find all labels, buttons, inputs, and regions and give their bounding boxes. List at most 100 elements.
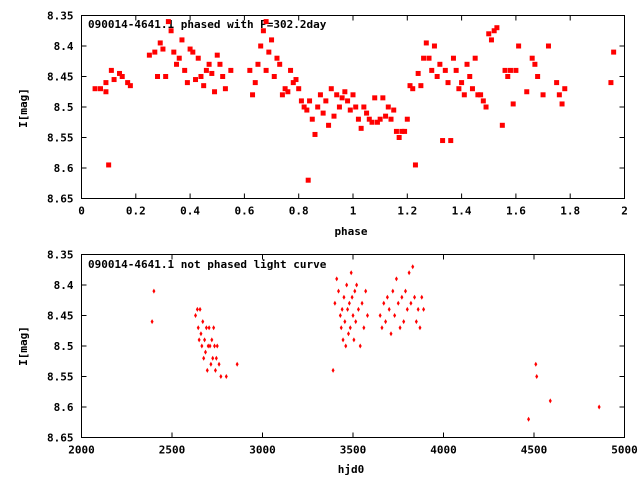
phased-data-point bbox=[437, 61, 443, 67]
unphased-data-point bbox=[405, 306, 409, 312]
unphased-data-point bbox=[345, 282, 349, 288]
phased-chart-title: 090014-4641.1 phased with P=302.2day bbox=[88, 18, 327, 31]
phased-data-point bbox=[206, 61, 212, 67]
phased-data-point bbox=[345, 98, 351, 104]
phased-data-point bbox=[103, 80, 109, 86]
phased-data-point bbox=[532, 61, 538, 67]
unphased-data-point bbox=[340, 306, 344, 312]
unphased-data-point bbox=[356, 306, 360, 312]
unphased-data-point bbox=[391, 288, 395, 294]
phased-data-point bbox=[421, 55, 427, 61]
phased-data-point bbox=[459, 80, 465, 86]
unphased-data-point bbox=[349, 270, 353, 276]
unphased-data-point bbox=[213, 367, 217, 373]
phased-data-point bbox=[111, 77, 117, 83]
unphased-data-point bbox=[335, 276, 339, 282]
phased-data-point bbox=[263, 19, 269, 25]
unphased-data-point bbox=[380, 325, 384, 331]
phased-data-point bbox=[317, 92, 323, 98]
unphased-data-point bbox=[411, 264, 415, 270]
phased-data-point bbox=[559, 101, 565, 107]
unphased-x-tick-label: 3000 bbox=[249, 444, 276, 457]
phased-chart-xlabel: phase bbox=[334, 225, 367, 238]
phased-data-point bbox=[165, 19, 171, 25]
unphased-data-point bbox=[346, 306, 350, 312]
phased-data-point bbox=[369, 119, 375, 125]
phased-data-point bbox=[320, 110, 326, 116]
unphased-x-tick-label: 2500 bbox=[159, 444, 186, 457]
phased-chart-ylabel: I[mag] bbox=[17, 88, 30, 128]
phased-data-point bbox=[377, 116, 383, 122]
phased-data-point bbox=[611, 49, 617, 55]
phased-data-point bbox=[513, 67, 519, 73]
phased-data-point bbox=[174, 61, 180, 67]
phased-data-point bbox=[277, 61, 283, 67]
phased-data-point bbox=[288, 67, 294, 73]
phased-data-point bbox=[328, 86, 334, 92]
unphased-data-point bbox=[353, 288, 357, 294]
phased-data-point bbox=[374, 119, 380, 125]
unphased-data-point bbox=[535, 374, 539, 379]
unphased-chart-title: 090014-4641.1 not phased light curve bbox=[88, 258, 327, 271]
unphased-data-point bbox=[350, 294, 354, 300]
phased-data-point bbox=[152, 49, 158, 55]
phased-light-curve-chart: 090014-4641.1 phased with P=302.2day I[m… bbox=[17, 10, 628, 239]
unphased-data-point bbox=[342, 294, 346, 300]
phased-data-point bbox=[168, 28, 174, 34]
unphased-data-point bbox=[202, 355, 206, 361]
unphased-data-point bbox=[217, 361, 221, 367]
phased-data-point bbox=[176, 55, 182, 61]
phased-data-point bbox=[391, 107, 397, 113]
unphased-data-point bbox=[413, 294, 417, 300]
phased-data-point bbox=[312, 131, 318, 137]
phased-data-point bbox=[250, 92, 256, 98]
phased-data-point bbox=[499, 122, 505, 128]
phased-data-point bbox=[266, 49, 272, 55]
phased-data-point bbox=[350, 92, 356, 98]
unphased-data-point bbox=[400, 294, 404, 300]
phased-data-point bbox=[494, 25, 500, 31]
phased-data-point bbox=[502, 67, 508, 73]
unphased-data-point bbox=[548, 398, 552, 404]
phased-x-tick-label: 0.4 bbox=[180, 205, 200, 218]
unphased-data-point bbox=[362, 325, 366, 331]
phased-data-point bbox=[450, 55, 456, 61]
unphased-data-point bbox=[339, 325, 343, 331]
unphased-data-point bbox=[215, 343, 219, 349]
unphased-data-point bbox=[403, 288, 407, 294]
unphased-data-point bbox=[409, 300, 413, 306]
unphased-data-point bbox=[152, 288, 156, 294]
phased-y-tick-label: 8.5 bbox=[54, 101, 74, 114]
phased-x-tick-label: 1.8 bbox=[560, 205, 580, 218]
unphased-data-point bbox=[205, 367, 209, 373]
phased-data-point bbox=[448, 138, 454, 144]
phased-data-point bbox=[103, 89, 109, 95]
phased-data-point bbox=[163, 74, 169, 79]
phased-data-point bbox=[98, 86, 104, 92]
phased-data-point bbox=[355, 116, 361, 122]
phased-data-point bbox=[182, 67, 188, 73]
phased-data-point bbox=[415, 70, 421, 76]
phased-data-point bbox=[554, 80, 560, 86]
phased-data-point bbox=[214, 52, 220, 58]
phased-data-point bbox=[339, 95, 345, 101]
phased-data-point bbox=[157, 40, 163, 46]
phased-data-point bbox=[535, 74, 541, 79]
phased-data-point bbox=[252, 80, 258, 86]
phased-data-point bbox=[505, 74, 511, 79]
unphased-data-point bbox=[341, 337, 345, 343]
unphased-data-point bbox=[384, 319, 388, 325]
unphased-data-point bbox=[198, 306, 202, 312]
unphased-data-point bbox=[195, 306, 199, 312]
unphased-data-point bbox=[343, 319, 347, 325]
unphased-data-point bbox=[224, 374, 228, 379]
phased-data-point bbox=[326, 122, 332, 128]
unphased-data-point bbox=[365, 313, 369, 318]
phased-data-point bbox=[279, 92, 285, 98]
phased-y-tick-label: 8.55 bbox=[47, 132, 74, 145]
phased-data-point bbox=[217, 61, 223, 67]
unphased-data-point bbox=[396, 300, 400, 306]
phased-y-tick-label: 8.4 bbox=[54, 40, 74, 53]
phased-chart-ticks: 0 0.2 0.4 0.6 0.8 1 1.2 1.4 1.6 1.8 2 8.35 8.4 8.45 8.… bbox=[47, 10, 628, 218]
unphased-data-point bbox=[385, 294, 389, 300]
